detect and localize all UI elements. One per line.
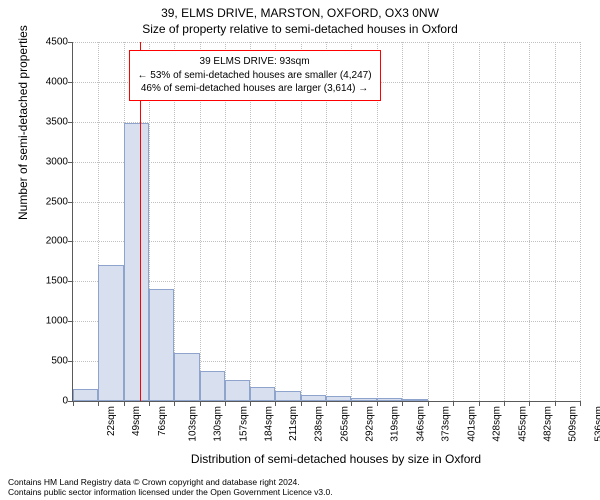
x-tick-mark: [377, 401, 378, 406]
grid-line-v: [555, 42, 556, 401]
x-tick-label: 49sqm: [131, 406, 142, 436]
attribution-line1: Contains HM Land Registry data © Crown c…: [8, 477, 333, 487]
y-tick-mark: [68, 241, 73, 242]
annotation-line2: ← 53% of semi-detached houses are smalle…: [138, 69, 372, 83]
x-tick-label: 292sqm: [365, 406, 376, 442]
x-tick-mark: [174, 401, 175, 406]
x-tick-mark: [529, 401, 530, 406]
y-tick-mark: [68, 162, 73, 163]
x-tick-mark: [555, 401, 556, 406]
y-tick-label: 1500: [28, 276, 68, 287]
x-tick-label: 482sqm: [543, 406, 554, 442]
x-tick-mark: [504, 401, 505, 406]
x-tick-label: 184sqm: [263, 406, 274, 442]
histogram-bar: [73, 389, 98, 401]
x-tick-mark: [225, 401, 226, 406]
histogram-bar: [124, 123, 149, 401]
y-tick-mark: [68, 281, 73, 282]
x-tick-mark: [200, 401, 201, 406]
histogram-bar: [377, 398, 402, 401]
x-tick-mark: [98, 401, 99, 406]
y-tick-label: 4500: [28, 37, 68, 48]
x-tick-mark: [479, 401, 480, 406]
y-tick-label: 1000: [28, 316, 68, 327]
histogram-bar: [174, 353, 199, 401]
x-tick-label: 211sqm: [288, 406, 299, 441]
histogram-bar: [351, 398, 376, 401]
x-tick-mark: [301, 401, 302, 406]
grid-line-v: [428, 42, 429, 401]
annotation-line3: 46% of semi-detached houses are larger (…: [138, 82, 372, 96]
histogram-bar: [301, 395, 326, 401]
y-tick-label: 500: [28, 356, 68, 367]
y-tick-label: 3500: [28, 116, 68, 127]
x-tick-mark: [149, 401, 150, 406]
x-tick-label: 509sqm: [568, 406, 579, 442]
attribution: Contains HM Land Registry data © Crown c…: [8, 477, 333, 497]
histogram-bar: [200, 371, 225, 401]
y-tick-mark: [68, 82, 73, 83]
x-tick-label: 22sqm: [106, 406, 117, 436]
histogram-bar: [402, 399, 428, 401]
histogram-bar: [149, 289, 174, 401]
histogram-bar: [326, 396, 351, 401]
title-subtitle: Size of property relative to semi-detach…: [0, 22, 600, 36]
grid-line-v: [453, 42, 454, 401]
grid-line-v: [529, 42, 530, 401]
x-tick-mark: [453, 401, 454, 406]
x-tick-label: 428sqm: [492, 406, 503, 442]
x-tick-mark: [428, 401, 429, 406]
x-tick-mark: [580, 401, 581, 406]
x-tick-mark: [73, 401, 74, 406]
annotation-box: 39 ELMS DRIVE: 93sqm← 53% of semi-detach…: [129, 50, 381, 101]
attribution-line2: Contains public sector information licen…: [8, 487, 333, 497]
histogram-bar: [98, 265, 123, 401]
x-tick-mark: [326, 401, 327, 406]
chart-container: 39, ELMS DRIVE, MARSTON, OXFORD, OX3 0NW…: [0, 0, 600, 500]
x-tick-label: 103sqm: [187, 406, 198, 442]
y-tick-label: 4000: [28, 76, 68, 87]
x-tick-mark: [275, 401, 276, 406]
y-tick-label: 2500: [28, 196, 68, 207]
annotation-line1: 39 ELMS DRIVE: 93sqm: [138, 55, 372, 69]
y-tick-mark: [68, 321, 73, 322]
x-axis-label: Distribution of semi-detached houses by …: [36, 452, 600, 466]
x-tick-label: 373sqm: [441, 406, 452, 442]
x-tick-label: 238sqm: [314, 406, 325, 442]
x-tick-label: 401sqm: [467, 406, 478, 442]
title-address: 39, ELMS DRIVE, MARSTON, OXFORD, OX3 0NW: [0, 6, 600, 20]
x-tick-mark: [250, 401, 251, 406]
grid-line-v: [479, 42, 480, 401]
x-tick-mark: [402, 401, 403, 406]
histogram-bar: [250, 387, 275, 401]
x-tick-mark: [124, 401, 125, 406]
y-tick-label: 3000: [28, 156, 68, 167]
grid-line-v: [402, 42, 403, 401]
histogram-bar: [275, 391, 300, 401]
grid-line-v: [504, 42, 505, 401]
grid-line-v: [580, 42, 581, 401]
x-tick-label: 346sqm: [415, 406, 426, 442]
y-tick-mark: [68, 361, 73, 362]
x-tick-label: 455sqm: [517, 406, 528, 442]
x-tick-label: 157sqm: [238, 406, 249, 442]
y-tick-mark: [68, 202, 73, 203]
y-tick-mark: [68, 122, 73, 123]
x-tick-mark: [351, 401, 352, 406]
y-tick-label: 0: [28, 396, 68, 407]
x-tick-label: 319sqm: [390, 406, 401, 442]
y-tick-mark: [68, 42, 73, 43]
x-tick-label: 536sqm: [593, 406, 600, 442]
histogram-bar: [225, 380, 250, 401]
x-tick-label: 265sqm: [339, 406, 350, 442]
y-tick-label: 2000: [28, 236, 68, 247]
x-tick-label: 76sqm: [157, 406, 168, 436]
x-tick-label: 130sqm: [213, 406, 224, 442]
